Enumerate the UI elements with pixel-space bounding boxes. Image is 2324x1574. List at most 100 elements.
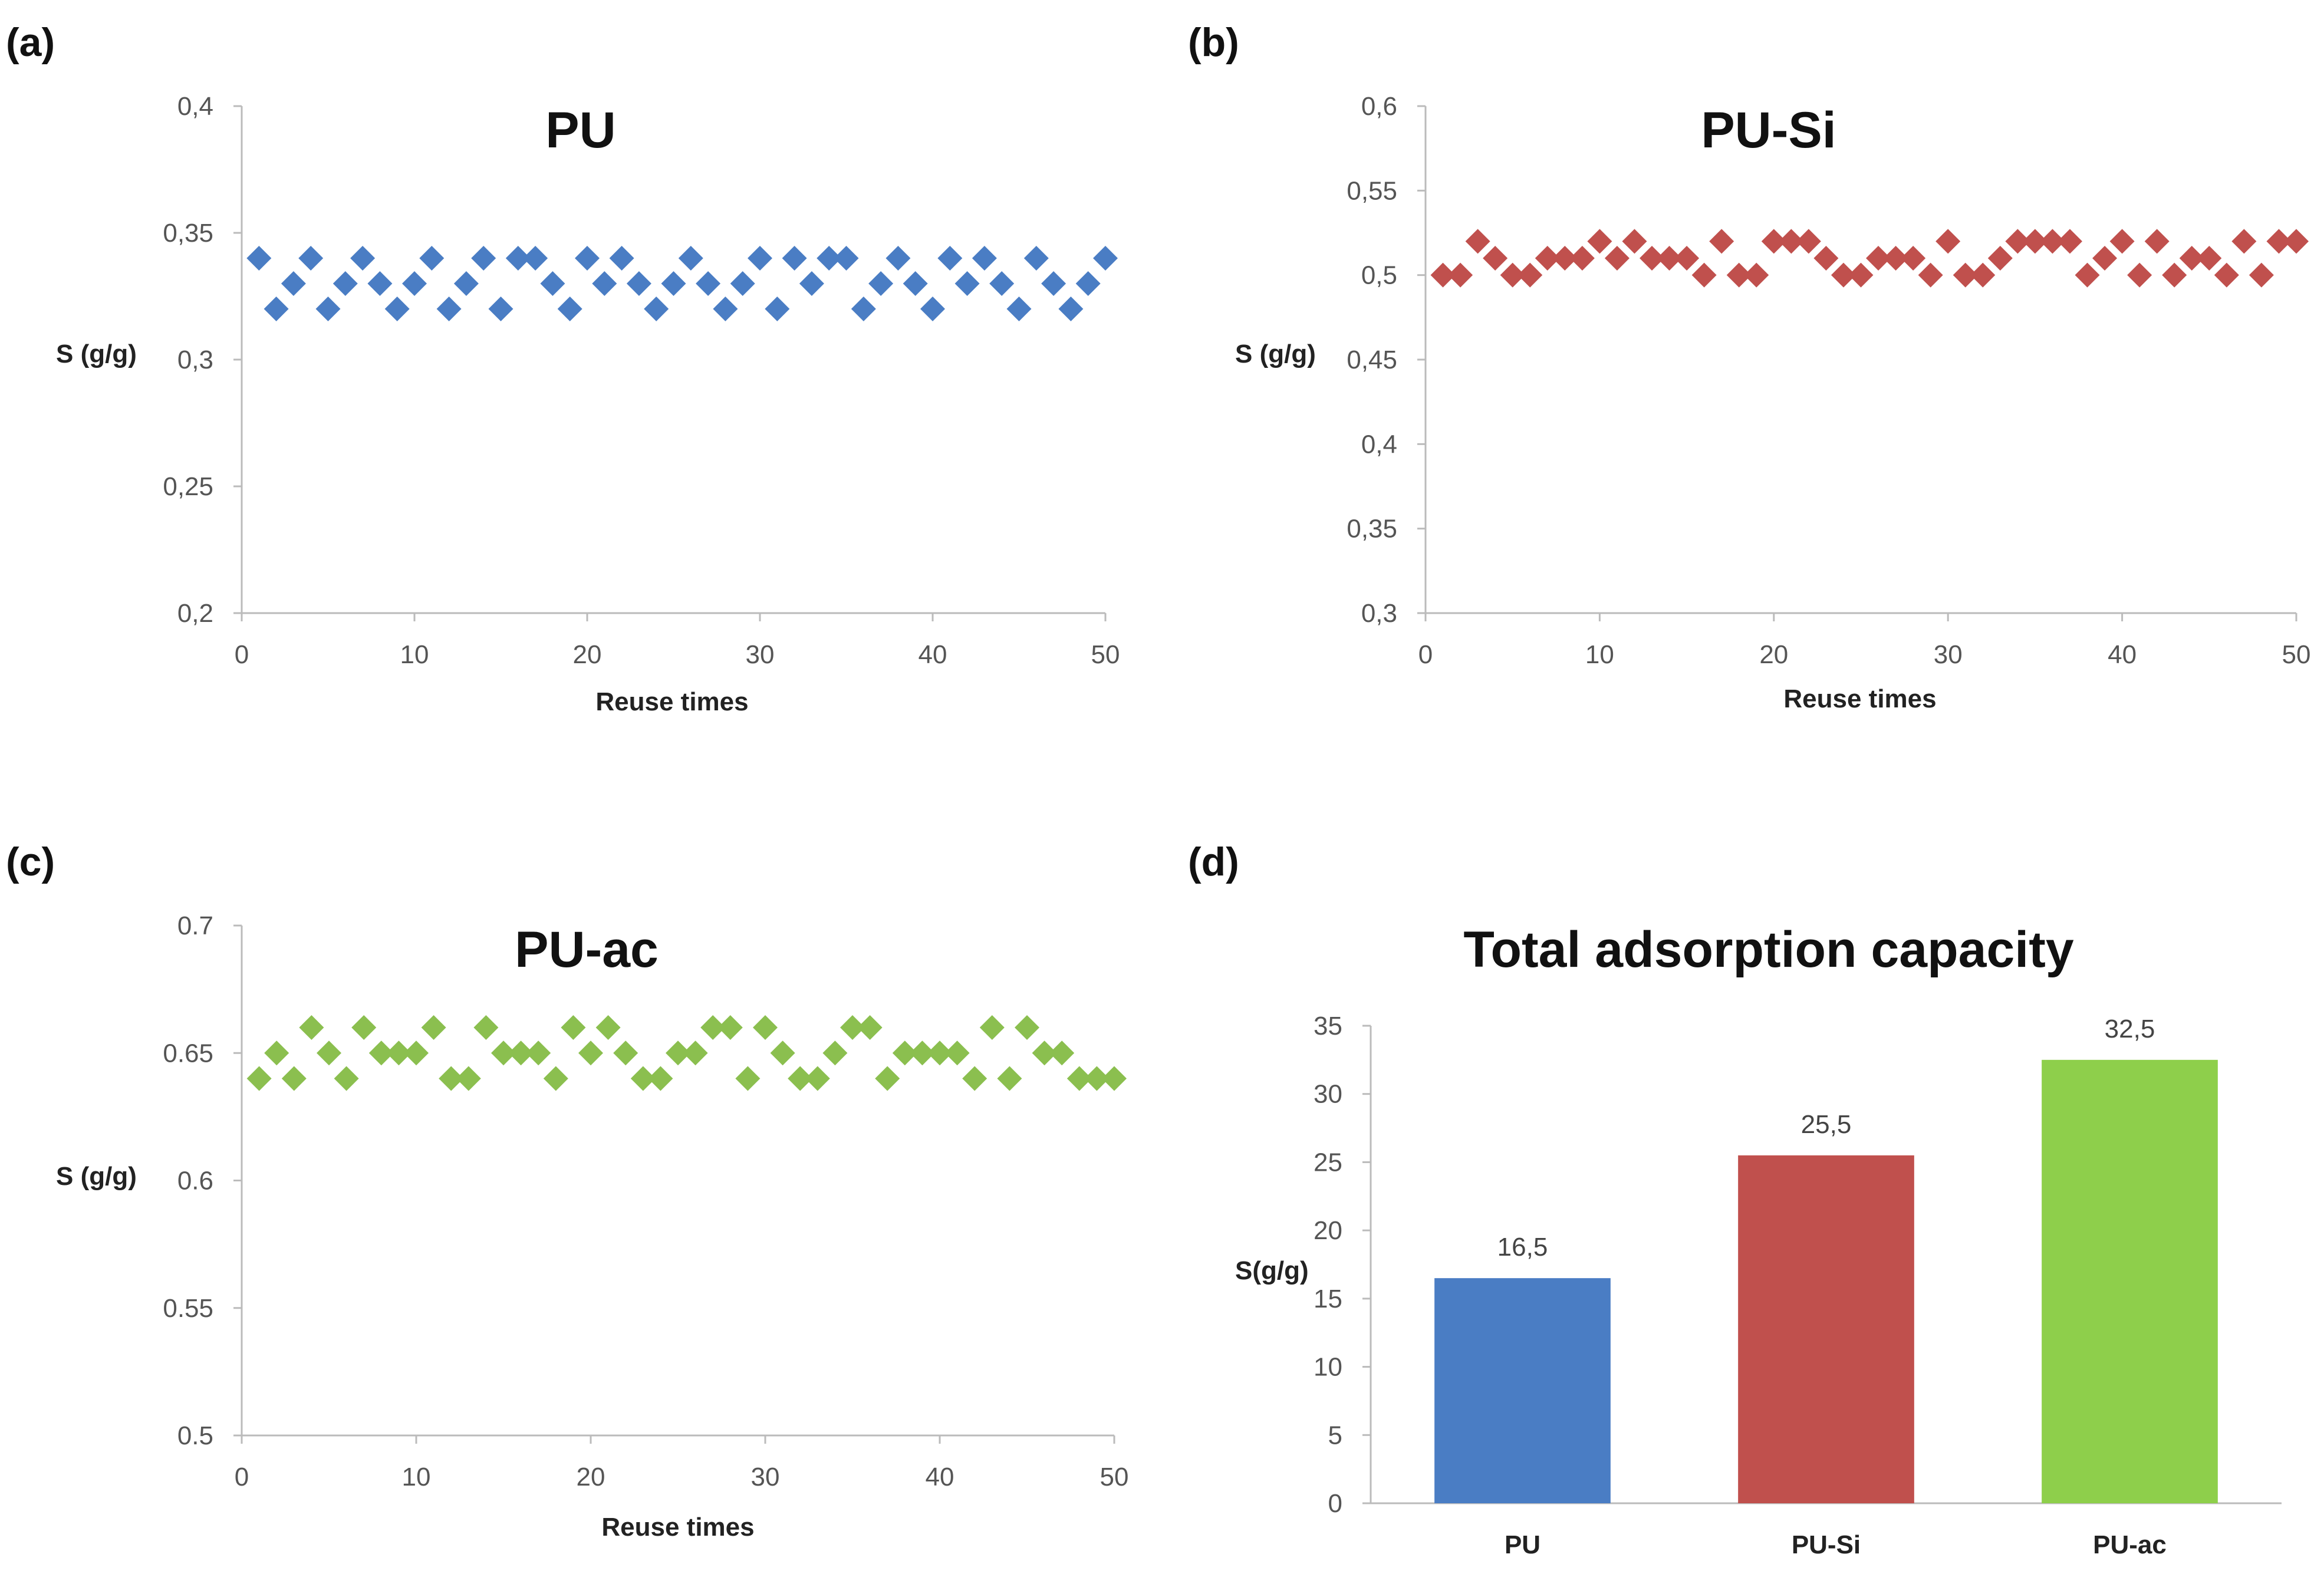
chart-title: PU-Si [1701, 102, 1836, 159]
data-point [384, 297, 410, 321]
data-point [851, 297, 876, 321]
data-point [421, 1015, 446, 1040]
data-point [1500, 262, 1525, 288]
data-point [989, 271, 1015, 296]
data-point [1796, 229, 1821, 254]
bar [2042, 1059, 2218, 1503]
data-point [315, 297, 341, 321]
data-point [1883, 246, 1908, 271]
data-point [350, 246, 376, 271]
data-point [817, 246, 842, 271]
data-point [661, 271, 686, 296]
data-point [1831, 262, 1856, 288]
data-point [488, 297, 513, 321]
data-point [886, 246, 911, 271]
y-tick-label: 0,4 [1361, 430, 1397, 459]
x-tick-label: 40 [2108, 640, 2137, 669]
data-point [972, 246, 997, 271]
data-point [782, 246, 807, 271]
panel-c: (c) PU-ac 0.5 0.55 0.6 0.65 0.7 S (g/g) 0 10 20 30 4… [6, 839, 1128, 1542]
data-point [404, 1040, 429, 1066]
panel-a: (a) PU 0,2 0,25 0,3 0,35 0,4 S (g/g) 0 10 20 30 40 50… [6, 20, 1120, 716]
data-point [1517, 262, 1543, 288]
x-tick-label: 40 [926, 1463, 954, 1491]
data-point [264, 1040, 289, 1066]
y-tick-label: 0.7 [177, 911, 213, 940]
data-point [910, 1040, 935, 1066]
data-point [575, 246, 600, 271]
x-axis-label: Reuse times [1783, 684, 1936, 713]
data-point [1709, 229, 1734, 254]
data-point [713, 297, 738, 321]
data-point [1640, 246, 1665, 271]
bar-value-label: 32,5 [2105, 1015, 2155, 1043]
data-point [386, 1040, 412, 1066]
y-axis-label: S (g/g) [56, 1162, 137, 1191]
data-point [1023, 246, 1049, 271]
x-tick-label: 50 [1091, 640, 1120, 669]
data-point [543, 1066, 568, 1091]
data-point [1691, 262, 1717, 288]
data-point [439, 1066, 464, 1091]
data-point [2040, 229, 2065, 254]
panel-b: (b) PU-Si 0,3 0,35 0,4 0,45 0,5 0,55 0,6 S (g/g) 0… [1188, 20, 2310, 713]
y-tick-label: 0,55 [1347, 176, 1397, 205]
data-point [1448, 262, 1473, 288]
x-tick-label: 50 [2282, 640, 2311, 669]
data-point [334, 1066, 359, 1091]
y-tick-label: 5 [1328, 1421, 1342, 1450]
panel-label: (c) [6, 839, 55, 884]
data-point [1901, 246, 1926, 271]
data-point [979, 1015, 1005, 1040]
data-point [2179, 246, 2204, 271]
bar [1738, 1155, 1914, 1503]
data-point [2109, 229, 2135, 254]
data-point [770, 1040, 795, 1066]
data-point [799, 271, 824, 296]
y-tick-label: 0,3 [177, 345, 213, 374]
data-point [402, 271, 427, 296]
x-tick-label: 20 [577, 1463, 605, 1491]
data-point [937, 246, 963, 271]
y-tick-label: 0.5 [177, 1421, 213, 1450]
data-point [1587, 229, 1612, 254]
data-point [648, 1066, 673, 1091]
x-category-label: PU [1505, 1530, 1540, 1559]
data-point [1075, 271, 1101, 296]
data-point [1970, 262, 1996, 288]
data-point [523, 246, 548, 271]
data-point [246, 1066, 272, 1091]
data-point [927, 1040, 952, 1066]
data-point [822, 1040, 848, 1066]
x-tick-label: 0 [235, 640, 249, 669]
y-tick-label: 0,35 [163, 219, 213, 248]
data-point [2144, 229, 2170, 254]
data-point [1102, 1066, 1127, 1091]
data-point [834, 246, 859, 271]
y-tick-label: 0.6 [177, 1167, 213, 1196]
x-axis-label: Reuse times [595, 687, 748, 716]
y-tick-label: 0,25 [163, 472, 213, 501]
data-point [717, 1015, 743, 1040]
data-point [1779, 229, 1804, 254]
data-point [962, 1066, 987, 1091]
x-tick-label: 20 [573, 640, 602, 669]
y-tick-label: 0,3 [1361, 599, 1397, 628]
x-tick-label: 30 [1934, 640, 1963, 669]
data-point [491, 1040, 516, 1066]
data-point [735, 1066, 761, 1091]
y-tick-label: 20 [1314, 1216, 1342, 1245]
data-point [436, 297, 462, 321]
x-tick-label: 0 [235, 1463, 249, 1491]
data-point [678, 246, 703, 271]
data-point [840, 1015, 865, 1040]
data-point [1006, 297, 1032, 321]
data-point [1093, 246, 1118, 271]
data-point [748, 246, 772, 271]
data-point [1569, 246, 1595, 271]
data-point [753, 1015, 778, 1040]
data-point [2266, 229, 2292, 254]
data-point [626, 271, 651, 296]
data-point [281, 1066, 307, 1091]
